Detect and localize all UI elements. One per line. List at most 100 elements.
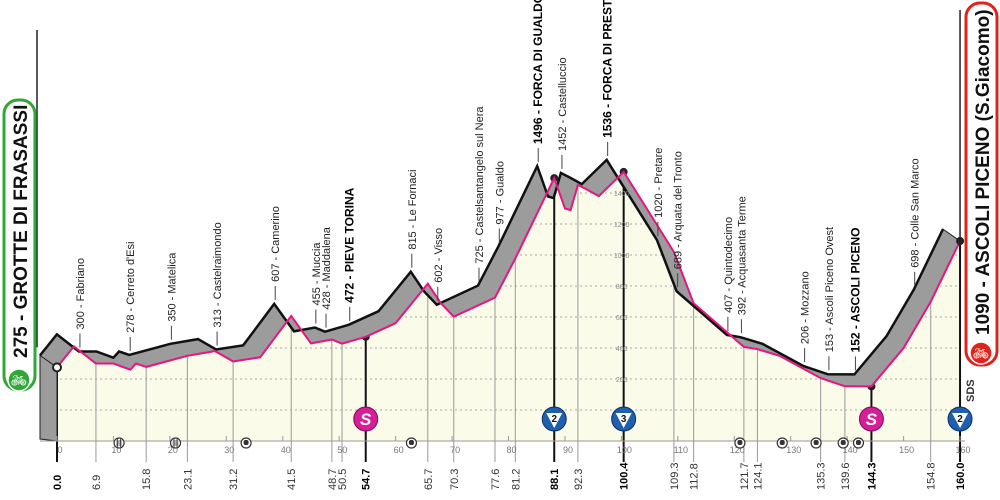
- railway-crossing-icon-glyph: [172, 439, 179, 447]
- elevation-tick-label: 800: [616, 284, 628, 291]
- profile-area: [57, 171, 961, 441]
- climb-triangle-icon: [546, 413, 563, 428]
- place-label: 300 - Fabriano: [75, 258, 87, 330]
- place-label: 725 - Castelsantangelo sul Nera: [474, 106, 486, 264]
- profile-top-line: [39, 157, 945, 376]
- km-label: 0.0: [52, 475, 64, 490]
- sprint-marker: [858, 406, 884, 432]
- sprint-marker-label: S: [866, 410, 878, 429]
- finish-title: 1090 - ASCOLI PICENO (S.Giacomo): [973, 9, 994, 335]
- km-label: 100.4: [619, 462, 631, 490]
- sprint-marker: [353, 406, 379, 432]
- climb-category-label: 2: [551, 414, 557, 425]
- km-label: 15.8: [141, 469, 153, 490]
- finish-dot: [956, 237, 965, 246]
- km-tick-label: 70: [450, 445, 460, 455]
- place-label: 313 - Castelraimondo: [212, 222, 224, 327]
- place-label: 152 - ASCOLI PICENO: [848, 228, 862, 353]
- tunnel-icon-glyph: [855, 440, 861, 445]
- km-label: 54.7: [361, 469, 373, 490]
- place-label: 428 - Maddalena: [321, 226, 333, 309]
- tunnel-icon-glyph: [243, 440, 249, 445]
- km-tick-label: 80: [507, 445, 517, 455]
- railway-crossing-icon-glyph: [116, 439, 123, 447]
- place-label: 350 - Matelica: [166, 252, 178, 322]
- place-label: 472 - PIEVE TORINA: [343, 187, 357, 302]
- cyclist-icon: [7, 368, 31, 392]
- km-label: 77.6: [490, 469, 502, 490]
- place-label: 407 - Quintodecimo: [723, 217, 735, 313]
- km-tick-label: 100: [617, 445, 632, 455]
- place-label: 153 - Ascoli Piceno Ovest: [824, 227, 836, 352]
- km-tick-label: 30: [224, 445, 234, 455]
- km-label: 88.1: [549, 469, 561, 490]
- km-tick-label: 150: [899, 445, 914, 455]
- km-label: 139.6: [840, 462, 852, 490]
- sprint-marker-label: S: [360, 410, 372, 429]
- place-label: 698 - Colle San Marco: [910, 158, 922, 267]
- climb-category-label: 3: [621, 414, 627, 425]
- km-tick-label: 160: [956, 445, 971, 455]
- km-label: 81.2: [510, 469, 522, 490]
- km-labels: 0.0 6.9 15.8 23.1 31.2 41.5 48.750.5 54.7 65.7 70…: [52, 462, 967, 490]
- start-title: 275 - GROTTE DI FRASASSI: [11, 105, 32, 358]
- km-label: 31.2: [228, 469, 240, 490]
- km-tick-label: 120: [730, 445, 745, 455]
- elevation-tick-label: 400: [616, 346, 628, 353]
- km-tick-label: 110: [674, 445, 688, 455]
- place-label: 1536 - FORCA DI PRESTA: [601, 0, 615, 138]
- km-label: 135.3: [816, 462, 828, 490]
- place-label: 815 - Le Fornaci: [407, 170, 419, 250]
- km-label: 109.3: [669, 462, 681, 490]
- tunnel-icon-glyph: [840, 440, 846, 445]
- start-title-box: 275 - GROTTE DI FRASASSI 🚲︎: [2, 98, 37, 392]
- km-label: 50.5: [337, 469, 349, 490]
- climb-triangle-icon: [952, 413, 969, 428]
- profile-elevation-line: [56, 170, 961, 388]
- start-dot: [52, 362, 62, 373]
- elevation-tick-label: 1400: [614, 191, 630, 198]
- km-tick-label: 90: [563, 445, 573, 455]
- place-label: 977 - Gualdo: [494, 161, 506, 225]
- elevation-ticks: 200 400 600 800 1000 1200 1400: [614, 191, 630, 384]
- km-tick-label: 0: [57, 445, 62, 455]
- km-tick-label: 40: [281, 445, 291, 455]
- km-tick-label: 140: [843, 445, 858, 455]
- km-label: 70.3: [449, 469, 461, 490]
- place-label: 602 - Visso: [433, 228, 445, 283]
- km-tick-label: 10: [111, 445, 121, 455]
- tunnel-icon-glyph: [737, 440, 743, 445]
- tunnel-icon-glyph: [408, 440, 414, 445]
- svg-text:🚲︎: 🚲︎: [11, 373, 28, 388]
- km-tick-label: 20: [168, 445, 178, 455]
- km-label: 160.0: [955, 462, 967, 490]
- km-ticks: 0 10 20 30 40 50 60 70 80 90 100 110 120 130 140 150 160: [56, 436, 971, 455]
- km-label: 112.8: [689, 463, 701, 490]
- km-label: 6.9: [91, 475, 103, 490]
- km-label: 92.3: [573, 469, 585, 490]
- place-label: 278 - Cerreto d'Esi: [125, 242, 137, 333]
- km-tick-label: 130: [786, 445, 801, 455]
- km-label: 41.5: [286, 469, 298, 490]
- km-label: 144.3: [866, 462, 878, 490]
- place-label: 689 - Arquata del Tronto: [673, 151, 685, 269]
- km-label: 124.1: [752, 462, 764, 490]
- place-label: 455 - Muccia: [311, 242, 323, 306]
- road-icons: [113, 437, 865, 449]
- km-label: 154.8: [926, 462, 938, 490]
- km-label: 121.7: [739, 462, 751, 490]
- km-label: 48.7: [327, 469, 339, 490]
- km-label: 65.7: [423, 469, 435, 490]
- place-label: 1496 - FORCA DI GUALDO: [531, 0, 545, 144]
- climb-category-label: 2: [957, 414, 963, 425]
- elevation-tick-label: 200: [616, 377, 628, 384]
- svg-text:🚲︎: 🚲︎: [973, 346, 990, 361]
- tunnel-icon-glyph: [813, 440, 819, 445]
- place-label: 1452 - Castelluccio: [557, 57, 569, 151]
- km-label: 23.1: [182, 469, 194, 490]
- km-tick-label: 50: [337, 445, 347, 455]
- cyclist-icon: [969, 341, 993, 365]
- place-labels: 300 - Fabriano 278 - Cerreto d'Esi 350 - M…: [75, 0, 922, 371]
- place-label: 607 - Camerino: [270, 206, 282, 282]
